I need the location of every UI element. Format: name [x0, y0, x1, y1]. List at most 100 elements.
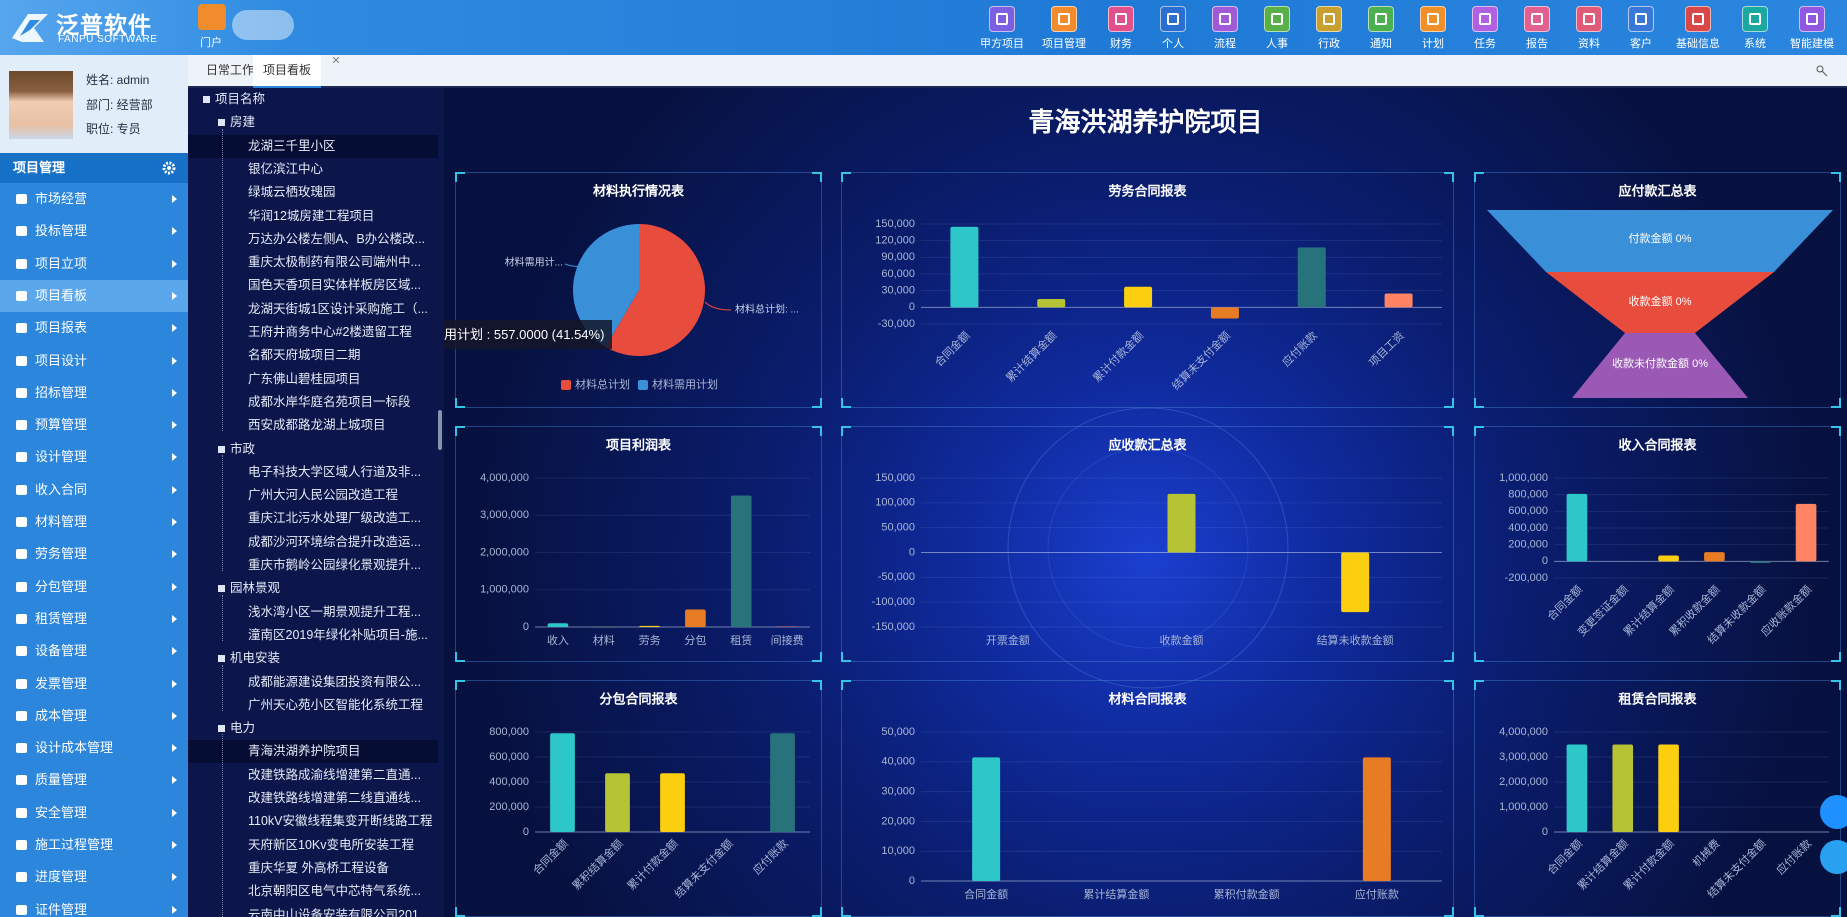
tree-item[interactable]: 浅水湾小区一期景观提升工程... — [188, 601, 438, 624]
menu-label[interactable]: 人事 — [1266, 38, 1288, 50]
bar[interactable] — [1297, 247, 1326, 308]
sidebar-item[interactable]: 劳务管理 — [0, 538, 188, 570]
menu-item[interactable]: 基础信息 — [1667, 0, 1729, 55]
tree-label[interactable]: 房建 — [230, 115, 256, 130]
tree-label[interactable]: 浅水湾小区一期景观提升工程... — [248, 604, 421, 619]
bar[interactable] — [547, 623, 569, 627]
menu-item[interactable]: 个人 — [1147, 0, 1199, 55]
bar[interactable] — [1566, 493, 1588, 562]
tree-label[interactable]: 万达办公楼左侧A、B办公楼改... — [248, 231, 426, 246]
menu-label[interactable]: 个人 — [1162, 38, 1184, 50]
tree-node[interactable]: 园林景观 — [188, 577, 438, 600]
item-label[interactable]: 分包管理 — [35, 578, 88, 594]
tree-label[interactable]: 潼南区2019年绿化补贴项目-施... — [248, 627, 428, 642]
tree-label[interactable]: 广州天心苑小区智能化系统工程 — [248, 697, 424, 712]
tree-item[interactable]: 成都能源建设集团投资有限公... — [188, 671, 438, 694]
menu-icon[interactable] — [989, 6, 1015, 32]
tree-label[interactable]: 云南中山设备安装有限公司201... — [248, 907, 430, 917]
sidebar-item[interactable]: 进度管理 — [0, 861, 188, 893]
menu-icon[interactable] — [1212, 6, 1238, 32]
tree-item[interactable]: 天府新区10Kv变电所安装工程 — [188, 834, 438, 857]
menu-icon[interactable] — [1472, 6, 1498, 32]
item-label[interactable]: 安全管理 — [35, 804, 88, 820]
sidebar-item[interactable]: 施工过程管理 — [0, 829, 188, 861]
tree-label[interactable]: 重庆华夏 外高桥工程设备 — [248, 860, 389, 875]
tree-item[interactable]: 王府井商务中心#2楼遗留工程 — [188, 321, 438, 344]
tree-label[interactable]: 名都天府城项目二期 — [248, 348, 361, 363]
item-label[interactable]: 项目设计 — [35, 352, 88, 368]
menu-icon[interactable] — [1576, 6, 1602, 32]
bar[interactable] — [1612, 744, 1634, 833]
menu-item[interactable]: 报告 — [1511, 0, 1563, 55]
item-label[interactable]: 发票管理 — [35, 675, 88, 691]
menu-icon[interactable] — [1368, 6, 1394, 32]
tab-close[interactable] — [333, 57, 339, 63]
sidebar-item[interactable]: 租赁管理 — [0, 603, 188, 635]
legend-label[interactable]: 材料总计划 — [575, 377, 630, 391]
sidebar-item[interactable]: 项目立项 — [0, 248, 188, 280]
menu-icon[interactable] — [1160, 6, 1186, 32]
bar[interactable] — [1704, 552, 1725, 562]
bar[interactable] — [1566, 744, 1588, 833]
tree-item[interactable]: 成都水岸华庭名苑项目一标段 — [188, 391, 438, 414]
tree-item[interactable]: 绿城云栖玫瑰园 — [188, 181, 438, 204]
menu-label[interactable]: 通知 — [1370, 38, 1392, 50]
tree-item[interactable]: 重庆太极制药有限公司端州中... — [188, 251, 438, 274]
sidebar-item[interactable]: 投标管理 — [0, 215, 188, 247]
sidebar-item[interactable]: 成本管理 — [0, 700, 188, 732]
sidebar-item[interactable]: 安全管理 — [0, 797, 188, 829]
menu-label[interactable]: 任务 — [1474, 38, 1496, 50]
menu-icon[interactable] — [1628, 6, 1654, 32]
tree-label[interactable]: 园林景观 — [230, 581, 281, 596]
tree-label[interactable]: 王府井商务中心#2楼遗留工程 — [248, 325, 412, 339]
bar[interactable] — [660, 773, 685, 832]
bar[interactable] — [1795, 503, 1817, 562]
item-label[interactable]: 市场经营 — [35, 191, 88, 206]
menu-label[interactable]: 行政 — [1318, 38, 1340, 50]
tree-item[interactable]: 广州天心苑小区智能化系统工程 — [188, 694, 438, 717]
funnel-segment[interactable] — [1487, 210, 1833, 272]
legend-label[interactable]: 材料需用计划 — [652, 377, 718, 391]
menu-item[interactable]: 项目管理 — [1033, 0, 1095, 55]
tree-label[interactable]: 市政 — [230, 441, 256, 456]
float-button[interactable] — [1820, 795, 1847, 829]
tree-label[interactable]: 重庆太极制药有限公司端州中... — [248, 255, 421, 270]
menu-item[interactable]: 流程 — [1199, 0, 1251, 55]
menu-label[interactable]: 财务 — [1110, 38, 1132, 50]
sidebar-item[interactable]: 项目报表 — [0, 312, 188, 344]
tree-item[interactable]: 电子科技大学区域人行道及非... — [188, 461, 438, 484]
bar[interactable] — [1037, 299, 1066, 308]
sidebar-item[interactable]: 材料管理 — [0, 506, 188, 538]
bar[interactable] — [685, 609, 706, 627]
tree-label[interactable]: 电力 — [230, 721, 256, 736]
pie-slice[interactable] — [573, 224, 639, 347]
menu-item[interactable]: 行政 — [1303, 0, 1355, 55]
menu-label[interactable]: 客户 — [1630, 38, 1652, 50]
tree-label[interactable]: 重庆江北污水处理厂级改造工... — [248, 511, 421, 526]
menu-icon[interactable] — [1051, 6, 1077, 32]
bar[interactable] — [639, 625, 660, 627]
funnel-segment[interactable] — [1546, 272, 1774, 333]
tree-item[interactable]: 重庆市鹅岭公园绿化景观提升... — [188, 554, 438, 577]
tree-label[interactable]: 绿城云栖玫瑰园 — [248, 185, 336, 200]
tree-item[interactable]: 国色天香项目实体样板房区域... — [188, 274, 438, 297]
menu-icon[interactable] — [1742, 6, 1768, 32]
bar[interactable] — [1124, 286, 1153, 308]
menu-icon[interactable] — [1524, 6, 1550, 32]
bar[interactable] — [776, 626, 798, 627]
menu-label[interactable]: 流程 — [1214, 38, 1236, 50]
menu-label[interactable]: 智能建模 — [1790, 38, 1834, 50]
item-label[interactable]: 预算管理 — [35, 417, 88, 433]
sidebar-item[interactable]: 质量管理 — [0, 764, 188, 796]
tree-item[interactable]: 名都天府城项目二期 — [188, 344, 438, 367]
item-label[interactable]: 施工过程管理 — [35, 837, 114, 852]
item-label[interactable]: 招标管理 — [35, 384, 88, 400]
item-label[interactable]: 投标管理 — [35, 223, 88, 239]
tree-node[interactable]: 项目名称 — [188, 88, 438, 111]
tree-item[interactable]: 龙湖三千里小区 — [188, 134, 438, 158]
tree-label[interactable]: 成都水岸华庭名苑项目一标段 — [248, 394, 411, 409]
tree-label[interactable]: 成都能源建设集团投资有限公... — [248, 674, 421, 689]
tree-label[interactable]: 110kV安徽线程集变开断线路工程 — [248, 814, 433, 829]
bar[interactable] — [1384, 293, 1413, 308]
menu-icon[interactable] — [1420, 6, 1446, 32]
